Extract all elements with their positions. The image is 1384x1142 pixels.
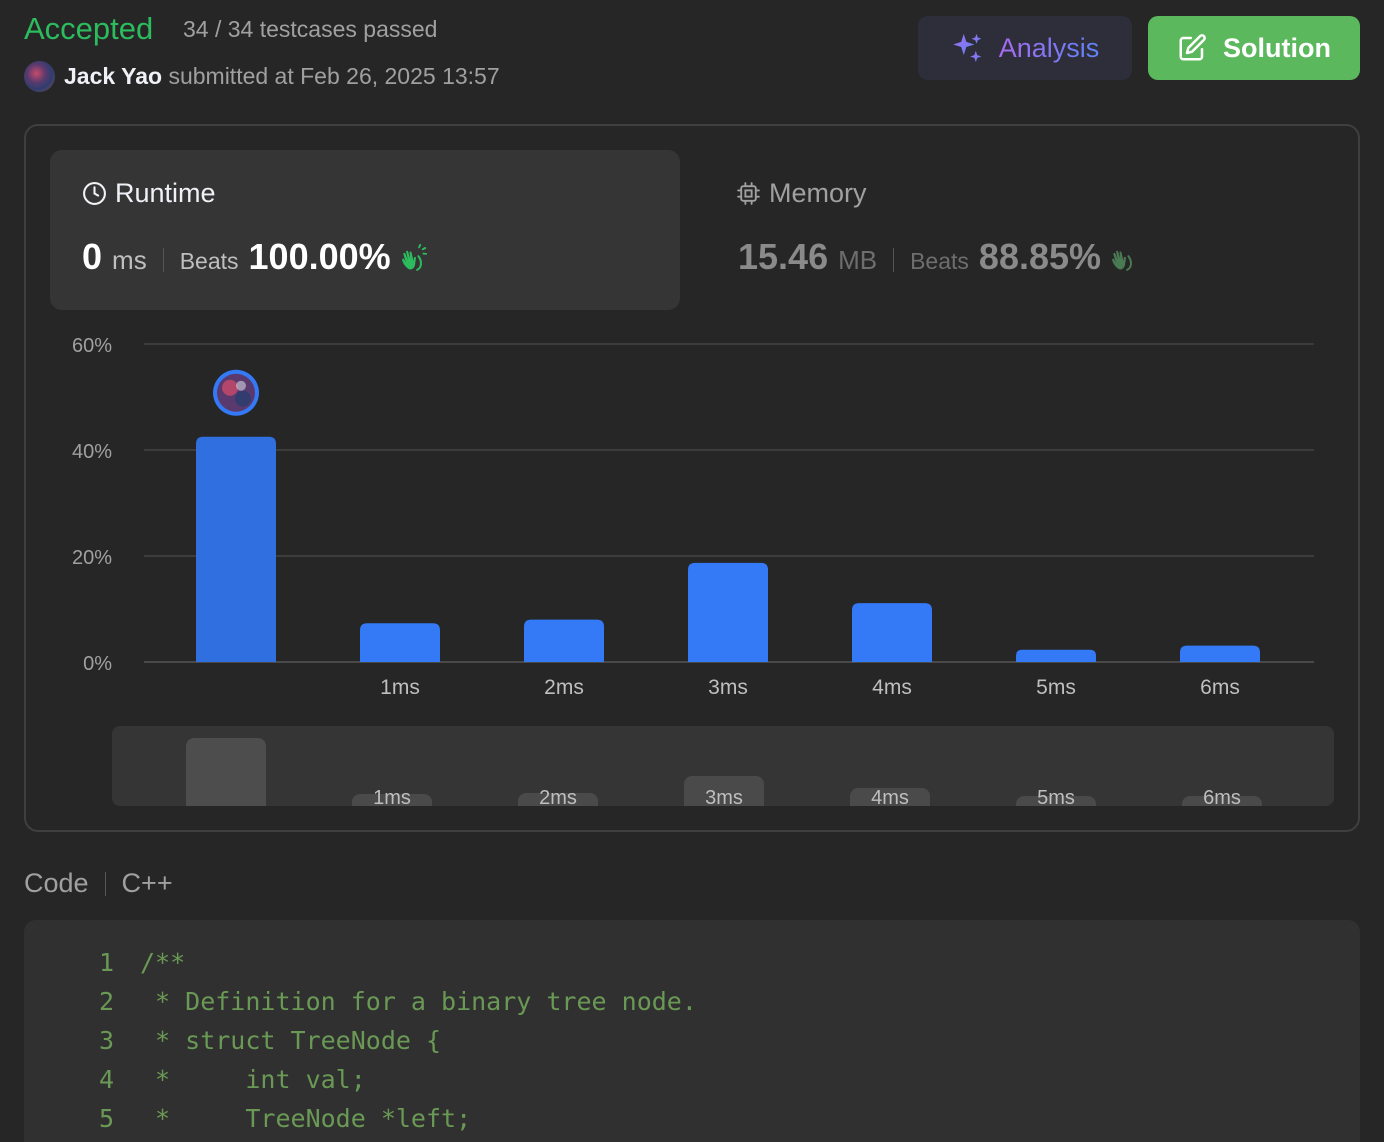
memory-beats-label: Beats [910,248,969,274]
line-number: 2 [98,987,114,1016]
chart-bar[interactable] [688,562,768,662]
scroller-label: 2ms [539,787,577,806]
code-line: 4 * int val; [24,1064,366,1096]
x-tick-label: 5ms [1036,676,1076,699]
stats-panel [24,124,1360,832]
runtime-title: Runtime [82,178,216,209]
scroller-label: 6ms [1203,787,1241,806]
y-tick-label: 60% [72,335,112,357]
scroller-label: 4ms [871,787,909,806]
submitted-at: submitted at Feb 26, 2025 13:57 [168,63,500,89]
x-tick-label: 2ms [544,676,584,699]
line-number: 5 [98,1104,114,1133]
x-tick-label: 3ms [708,676,748,699]
code-line: 2 * Definition for a binary tree node. [24,986,697,1018]
runtime-metric: 0 ms Beats 100.00% [82,236,429,278]
scroller-bar [850,788,930,806]
runtime-value: 0 [82,236,103,277]
code-text: * struct TreeNode { [140,1026,442,1055]
code-line: 3 * struct TreeNode { [24,1025,441,1057]
memory-beats-percent: 88.85% [978,236,1102,277]
chart-bar[interactable] [1180,645,1260,662]
scroller-label: 5ms [1037,787,1075,806]
code-label: Code [24,868,89,898]
line-number: 3 [98,1026,114,1055]
y-tick-label: 20% [72,547,112,569]
analysis-label: Analysis [998,32,1100,63]
scroller-bar [1016,796,1096,806]
y-tick-label: 0% [83,653,112,675]
memory-value: 15.46 [738,236,829,277]
y-tick-label: 40% [72,441,112,463]
divider [893,248,895,272]
scroller-bar [518,793,598,806]
runtime-distribution-chart: 0% 20% 40% 60% 1ms 2ms 3ms 4ms 5ms 6ms [72,335,1314,699]
code-line: 5 * TreeNode *left; [24,1103,471,1135]
user-avatar[interactable] [24,61,55,92]
chart-range-scroller[interactable]: 1ms 2ms 3ms 4ms 5ms 6ms [112,726,1334,806]
scroller-bar [684,776,764,806]
divider [104,871,106,896]
code-header: Code C++ [24,868,173,899]
code-text: /** [140,948,186,977]
memory-title[interactable]: Memory [736,178,867,209]
scroller-bar [352,794,432,806]
chart-bar[interactable] [360,623,440,662]
line-number: 1 [98,948,114,977]
clap-icon [1112,250,1133,271]
analysis-button[interactable]: Analysis [918,16,1132,80]
clap-icon [401,243,427,271]
x-tick-label: 4ms [872,676,912,699]
chart-bar[interactable] [1016,649,1096,662]
edit-icon [1179,34,1206,61]
submission-status: Accepted [24,11,154,46]
x-tick-label: 6ms [1200,676,1240,699]
chart-bar[interactable] [852,603,932,662]
runtime-label: Runtime [115,178,216,208]
memory-label: Memory [769,178,867,208]
x-tick-label: 1ms [380,676,420,699]
testcases-passed: 34 / 34 testcases passed [183,16,438,42]
runtime-card[interactable] [50,150,680,310]
sparkle-icon [952,33,982,63]
user-position-marker[interactable] [213,369,259,416]
scroller-bar [186,738,266,806]
runtime-unit: ms [112,245,147,275]
scroller-bar [1182,796,1262,806]
code-block[interactable]: 1 /** 2 * Definition for a binary tree nod… [24,920,1360,1142]
user-name[interactable]: Jack Yao [64,63,163,89]
chip-icon [737,182,760,205]
solution-button[interactable]: Solution [1148,16,1360,80]
line-number: 4 [98,1065,114,1094]
submission-info: Jack Yao submitted at Feb 26, 2025 13:57 [64,62,500,90]
code-text: * TreeNode *left; [140,1104,472,1133]
memory-metric: 15.46 MB Beats 88.85% [738,236,1139,278]
memory-unit: MB [838,245,878,275]
code-language: C++ [121,868,173,898]
divider [162,248,164,272]
code-line: 1 /** [24,947,185,979]
scroller-label: 1ms [373,787,411,806]
runtime-beats-label: Beats [179,248,239,274]
chart-bar[interactable] [196,436,276,662]
code-text: * int val; [140,1065,366,1094]
clock-icon [83,182,106,205]
solution-label: Solution [1223,32,1331,63]
runtime-beats-percent: 100.00% [248,236,391,277]
code-text: * Definition for a binary tree node. [140,987,697,1016]
scroller-label: 3ms [705,787,743,806]
chart-bar[interactable] [524,619,604,662]
